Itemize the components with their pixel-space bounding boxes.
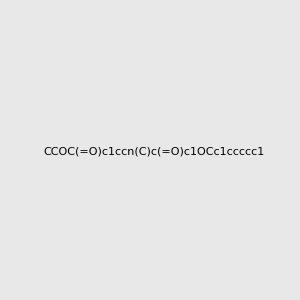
Text: CCOC(=O)c1ccn(C)c(=O)c1OCc1ccccc1: CCOC(=O)c1ccn(C)c(=O)c1OCc1ccccc1 (43, 146, 264, 157)
